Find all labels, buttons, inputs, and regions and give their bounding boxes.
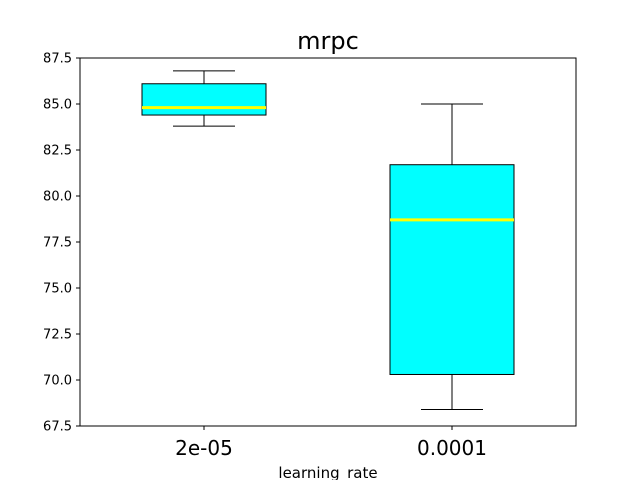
y-tick-label: 80.0 [43, 190, 72, 205]
plot-frame [79, 57, 577, 427]
box-iqr [141, 83, 267, 116]
y-tick-label: 82.5 [43, 144, 72, 159]
y-tick-label: 75.0 [43, 282, 72, 297]
plot-area: 67.5 70.0 72.5 75.0 77.5 80.0 82.5 85.0 87.5 2e-0… [43, 52, 515, 460]
x-tick-label: 2e-05 [175, 436, 233, 460]
y-tick-label: 87.5 [43, 52, 72, 67]
x-tick-label: 0.0001 [417, 436, 487, 460]
x-axis-label: learning_rate [278, 464, 377, 480]
y-tick-label: 67.5 [43, 420, 72, 435]
y-tick-label: 85.0 [43, 98, 72, 113]
y-tick-label: 72.5 [43, 328, 72, 343]
chart-title: mrpc [297, 27, 359, 55]
y-tick-label: 77.5 [43, 236, 72, 251]
box-iqr [389, 164, 515, 375]
y-tick-label: 70.0 [43, 374, 72, 389]
